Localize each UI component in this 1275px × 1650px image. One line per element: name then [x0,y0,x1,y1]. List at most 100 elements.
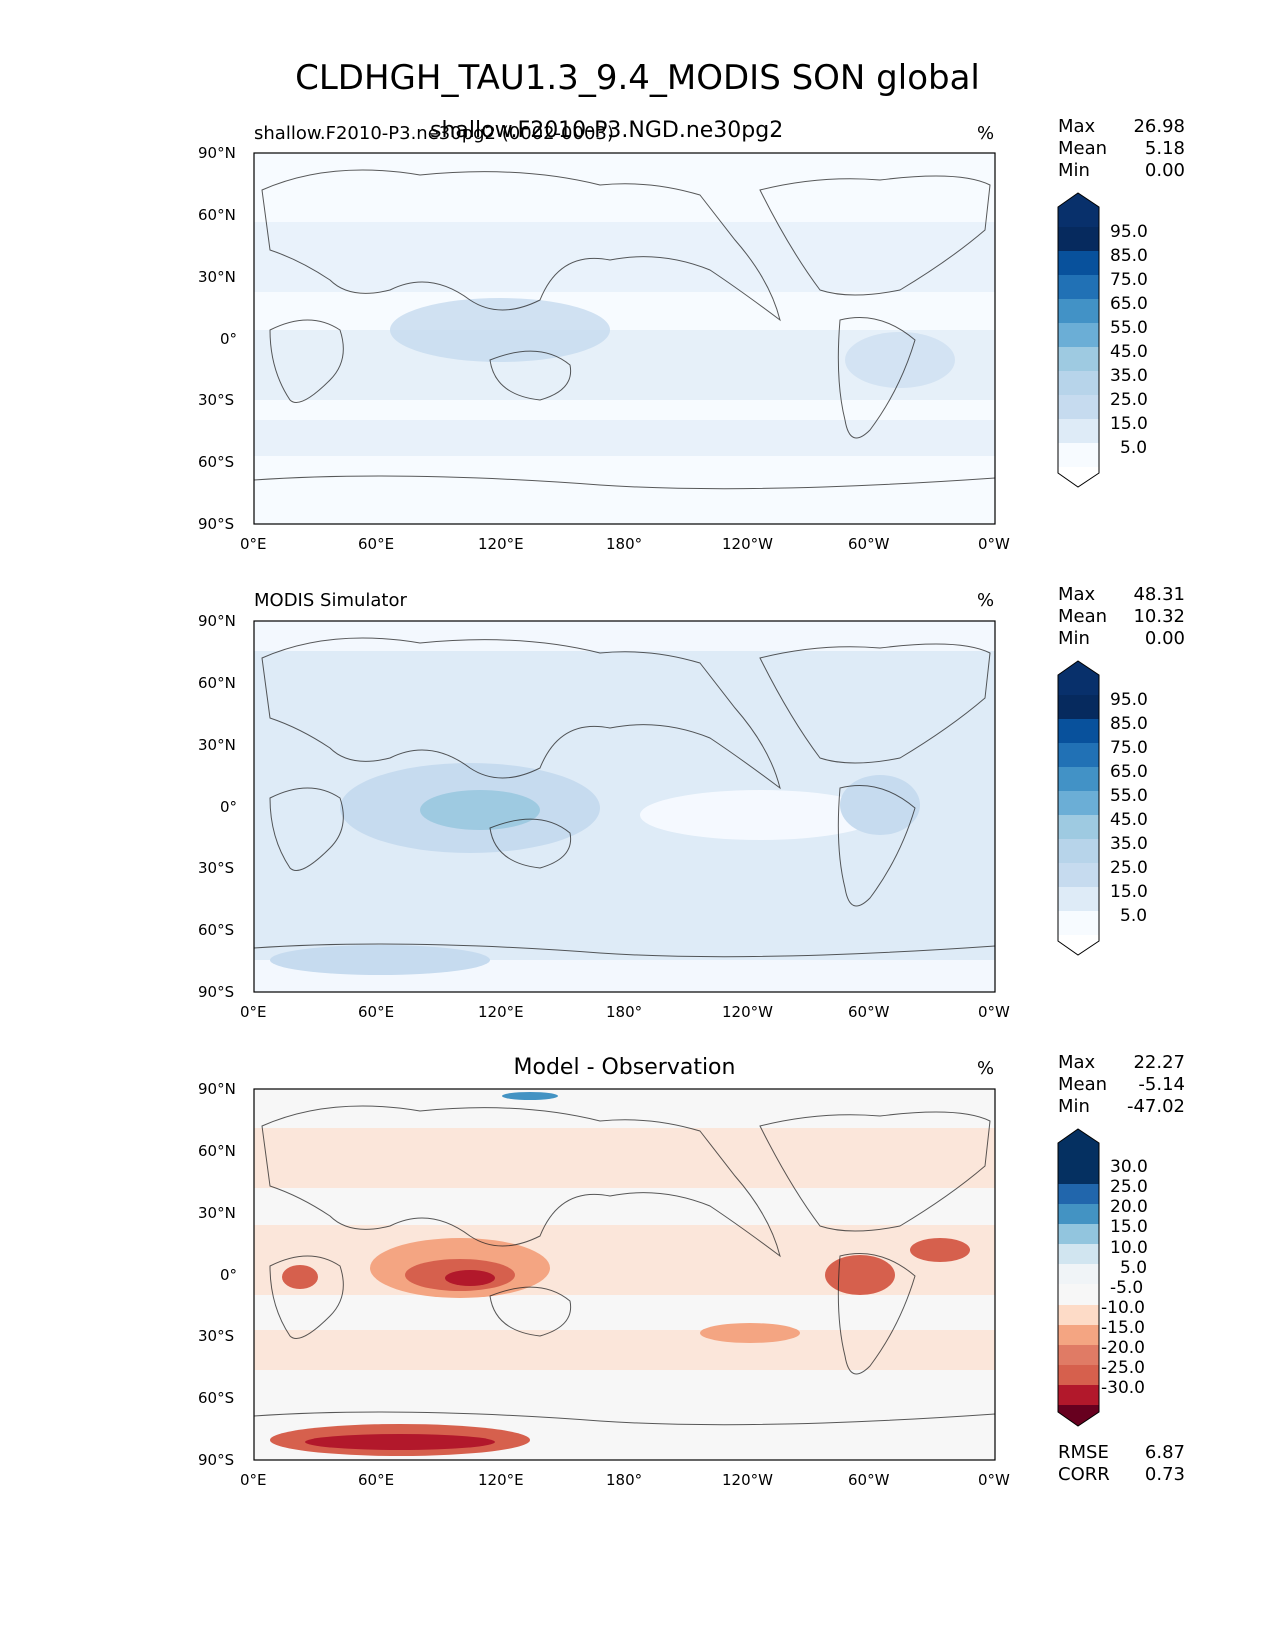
panel-3-africa-blob [282,1265,318,1289]
panel-2-chart [253,620,1100,993]
panel-2-cb-label-5: 45.0 [1110,810,1148,830]
panel-2-cb-seg-5 [1058,815,1099,839]
panel-3-cb-label-3: 15.0 [1110,1217,1148,1237]
panel-1-cb-seg-6 [1058,323,1099,347]
panel-2-xtick-5: 60°W [848,1003,890,1021]
panel-3-chart [253,1088,1100,1461]
panel-2-band-arctic [254,621,995,651]
panel-3-cb-seg-11 [1058,1184,1099,1204]
panel-1-map [253,152,996,525]
panel-2-max-label: Max [1058,584,1096,605]
corr-label: CORR [1058,1464,1110,1485]
panel-3-cb-seg-8 [1058,1244,1099,1264]
panel-3-cb-outline [1057,1128,1100,1427]
panel-2-xtick-4: 120°W [722,1003,773,1021]
panel-1-ytick-6: 90°S [198,515,235,533]
panel-1-mean-label: Mean [1058,138,1108,159]
panel-3-xtick-0: 0°E [240,1471,267,1489]
panel-2-cb-label-6: 35.0 [1110,834,1148,854]
panel-2-cb-label-7: 25.0 [1110,858,1148,878]
panel-2-cb-extend-top [1058,661,1099,695]
panel-3-cb-label-5: 5.0 [1120,1258,1148,1278]
panel-3-cb-label-2: 20.0 [1110,1197,1148,1217]
panel-2-xtick-1: 60°E [358,1003,395,1021]
panel-1-colorbar [1057,192,1100,488]
panel-3-cb-label-6: -5.0 [1110,1278,1144,1298]
panel-2-cb-seg-7 [1058,767,1099,791]
panel-2-max-value: 48.31 [1133,584,1185,605]
panel-3-mean-label: Mean [1058,1074,1108,1095]
panel-1-xtick-0: 0°E [240,535,267,553]
panel-1-cb-label-5: 45.0 [1110,342,1148,362]
panel-2-cb-seg-9 [1058,719,1099,743]
panel-2-xtick-6: 0°W [978,1003,1010,1021]
panel-1-cb-seg-5 [1058,347,1099,371]
panel-2-units: % [977,590,995,611]
panel-3-map [253,1088,996,1461]
panel-1-units: % [977,123,995,144]
panel-3-cb-label-7: -10.0 [1101,1298,1145,1318]
panel-1-chart [253,152,1100,525]
panel-1-xtick-1: 60°E [358,535,395,553]
panel-2-antarctic-blob [270,945,490,975]
panel-1-ytick-3: 0° [220,330,238,348]
panel-2-cb-seg-8 [1058,743,1099,767]
panel-3-cb-seg-1 [1058,1385,1099,1405]
panel-3-cb-label-0: 30.0 [1110,1157,1148,1177]
panel-2-ytick-0: 90°N [198,612,236,630]
panel-2-cb-label-1: 85.0 [1110,714,1148,734]
panel-2-field [254,621,995,992]
panel-2-xtick-3: 180° [606,1003,643,1021]
panel-3-amazon-blob [825,1255,895,1295]
panel-3-max-label: Max [1058,1052,1096,1073]
panel-2-xtick-0: 0°E [240,1003,267,1021]
panel-3-xtick-6: 0°W [978,1471,1010,1489]
panel-3-cb-label-11: -30.0 [1101,1378,1145,1398]
panel-1-cb-label-4: 55.0 [1110,318,1148,338]
panel-2-cb-label-8: 15.0 [1110,882,1148,902]
panel-2-cb-label-9: 5.0 [1120,906,1148,926]
panel-1-amazon-blob [845,332,955,388]
panel-2-cb-seg-4 [1058,839,1099,863]
panel-3-cb-label-1: 25.0 [1110,1177,1148,1197]
panel-2-cb-label-3: 65.0 [1110,762,1148,782]
panel-3-ytick-0: 90°N [198,1080,236,1098]
panel-3-title: Model - Observation [513,1055,736,1080]
panel-2-coastlines [253,637,996,958]
panel-2-cb-seg-10 [1058,695,1099,719]
panel-2-cb-label-4: 55.0 [1110,786,1148,806]
panel-3-ytick-5: 60°S [198,1389,235,1407]
panel-1-cb-label-1: 85.0 [1110,246,1148,266]
panel-3-cb-seg-12 [1058,1163,1099,1184]
panel-3-min-label: Min [1058,1096,1090,1117]
panel-2-ytick-6: 90°S [198,983,235,1001]
panel-2-frame [253,620,996,993]
panel-1-xtick-2: 120°E [478,535,524,553]
panel-3-ytick-6: 90°S [198,1451,235,1469]
panel-1-cb-extend-bottom [1058,467,1099,487]
panel-1-band-sh [254,420,995,456]
panel-3-cb-seg-7 [1058,1264,1099,1284]
panel-3-cb-seg-6 [1058,1284,1099,1305]
panel-1-cb-outline [1057,192,1100,488]
panel-2-ytick-2: 30°N [198,736,236,754]
panel-1-ytick-4: 30°S [198,391,235,409]
panel-2-min-label: Min [1058,628,1090,649]
panel-1-cb-label-9: 5.0 [1120,438,1148,458]
panel-3-cb-label-8: -15.0 [1101,1318,1145,1338]
panel-2-cb-extend-bottom [1058,935,1099,955]
panel-2-maritime-core [420,790,540,830]
panel-3-cb-label-4: 10.0 [1110,1238,1148,1258]
panel-1-maritime-blob [390,298,610,362]
panel-1-max-label: Max [1058,116,1096,137]
panel-1-mean-value: 5.18 [1144,138,1185,159]
panel-2-ytick-5: 60°S [198,921,235,939]
panel-3-xtick-1: 60°E [358,1471,395,1489]
panel-3-cb-seg-5 [1058,1305,1099,1325]
panel-3-xtick-4: 120°W [722,1471,773,1489]
panel-1-cb-label-6: 35.0 [1110,366,1148,386]
panel-3-antarctic-core [305,1434,495,1450]
panel-3-units: % [977,1058,995,1079]
panel-3-colorbar [1057,1128,1100,1427]
panel-3-cb-seg-4 [1058,1325,1099,1345]
